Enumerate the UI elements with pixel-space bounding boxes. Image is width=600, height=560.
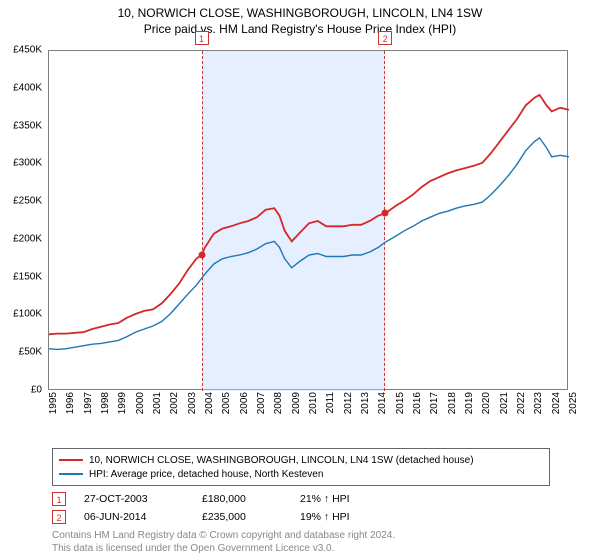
band-marker-box: 2 [378,31,392,45]
x-tick-label: 2009 [291,392,302,422]
x-tick-label: 2025 [568,392,579,422]
sale-date-2: 06-JUN-2014 [84,511,184,523]
sale-price-2: £235,000 [202,511,282,523]
sales-table: 1 27-OCT-2003 £180,000 21% ↑ HPI 2 06-JU… [52,490,390,526]
attribution-line1: Contains HM Land Registry data © Crown c… [52,530,395,543]
x-tick-label: 2018 [447,392,458,422]
y-tick-label: £50K [0,347,42,358]
band-marker-box: 1 [195,31,209,45]
x-tick-label: 2001 [152,392,163,422]
legend-label-hpi: HPI: Average price, detached house, Nort… [89,469,323,480]
x-tick-label: 2024 [551,392,562,422]
x-tick-label: 2023 [533,392,544,422]
sale-price-1: £180,000 [202,493,282,505]
x-tick-label: 1996 [65,392,76,422]
chart-title-block: 10, NORWICH CLOSE, WASHINGBOROUGH, LINCO… [0,0,600,36]
plot-region: 12 [48,50,568,390]
attribution: Contains HM Land Registry data © Crown c… [52,530,395,555]
chart-title-line1: 10, NORWICH CLOSE, WASHINGBOROUGH, LINCO… [0,6,600,20]
series-lines [49,51,569,391]
attribution-line2: This data is licensed under the Open Gov… [52,543,395,556]
x-tick-label: 2012 [343,392,354,422]
legend-label-price-paid: 10, NORWICH CLOSE, WASHINGBOROUGH, LINCO… [89,455,474,466]
x-tick-label: 1997 [83,392,94,422]
x-tick-label: 2006 [239,392,250,422]
sale-marker-2: 2 [52,510,66,524]
x-tick-label: 2021 [499,392,510,422]
x-tick-label: 2007 [256,392,267,422]
x-tick-label: 2008 [273,392,284,422]
sale-marker-1: 1 [52,492,66,506]
x-tick-label: 2005 [221,392,232,422]
x-tick-label: 2013 [360,392,371,422]
sale-dot [198,252,205,259]
x-tick-label: 2011 [325,392,336,422]
x-tick-label: 1999 [117,392,128,422]
sales-row-1: 1 27-OCT-2003 £180,000 21% ↑ HPI [52,490,390,508]
x-tick-label: 2010 [308,392,319,422]
legend-row-hpi: HPI: Average price, detached house, Nort… [59,467,543,481]
x-tick-label: 2015 [395,392,406,422]
x-tick-label: 2017 [429,392,440,422]
sales-row-2: 2 06-JUN-2014 £235,000 19% ↑ HPI [52,508,390,526]
x-tick-label: 2004 [204,392,215,422]
chart-title-line2: Price paid vs. HM Land Registry's House … [0,22,600,36]
sale-date-1: 27-OCT-2003 [84,493,184,505]
y-tick-label: £450K [0,45,42,56]
y-tick-label: £300K [0,158,42,169]
x-tick-label: 2014 [377,392,388,422]
x-tick-label: 2003 [187,392,198,422]
x-tick-label: 2016 [412,392,423,422]
y-tick-label: £150K [0,271,42,282]
sale-vshpi-1: 21% ↑ HPI [300,493,390,505]
y-tick-label: £250K [0,196,42,207]
chart-area: 12 £0£50K£100K£150K£200K£250K£300K£350K£… [48,50,568,410]
x-tick-label: 1995 [48,392,59,422]
x-tick-label: 2020 [481,392,492,422]
series-line-price_paid [49,95,569,334]
x-tick-label: 2022 [516,392,527,422]
x-tick-label: 1998 [100,392,111,422]
legend: 10, NORWICH CLOSE, WASHINGBOROUGH, LINCO… [52,448,550,486]
y-tick-label: £200K [0,233,42,244]
y-tick-label: £400K [0,82,42,93]
y-tick-label: £0 [0,385,42,396]
legend-swatch-hpi [59,473,83,475]
legend-swatch-price-paid [59,459,83,461]
x-tick-label: 2019 [464,392,475,422]
sale-vshpi-2: 19% ↑ HPI [300,511,390,523]
x-tick-label: 2002 [169,392,180,422]
legend-row-price-paid: 10, NORWICH CLOSE, WASHINGBOROUGH, LINCO… [59,453,543,467]
y-tick-label: £350K [0,120,42,131]
x-tick-label: 2000 [135,392,146,422]
y-tick-label: £100K [0,309,42,320]
sale-dot [382,210,389,217]
